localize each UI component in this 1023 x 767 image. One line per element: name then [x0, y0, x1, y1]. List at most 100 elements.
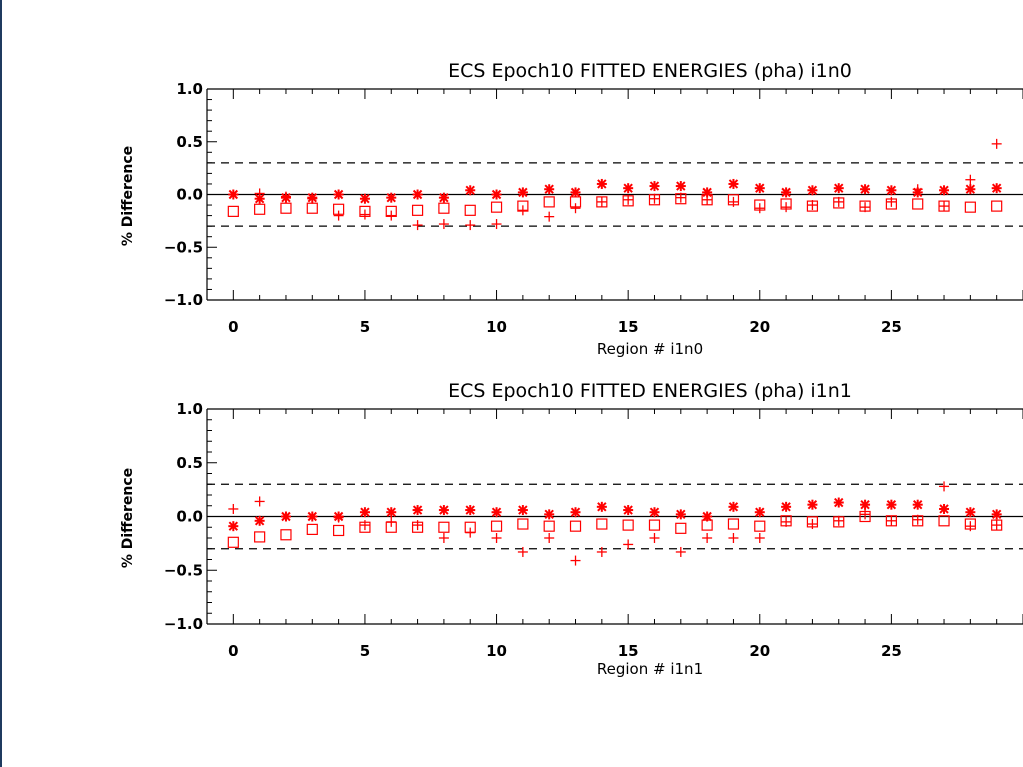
chart-2-point-plus — [465, 527, 476, 538]
chart-1-ytick-label: 0.5 — [176, 133, 203, 151]
chart-1-point-plus — [544, 211, 555, 222]
chart-2-point-asterisk — [833, 497, 844, 508]
chart-2-point-square — [596, 518, 608, 530]
chart-2-title: ECS Epoch10 FITTED ENERGIES (pha) i1n1 — [448, 380, 852, 402]
ast-d2 — [939, 504, 949, 514]
chart-2-point-square — [543, 520, 555, 532]
chart-2-xtick-label: 10 — [486, 642, 507, 660]
chart-2-xtick-label: 15 — [618, 642, 639, 660]
chart-2-point-asterisk — [465, 505, 476, 516]
ast-d2 — [465, 185, 475, 195]
ast-d2 — [939, 185, 949, 195]
chart-1-point-asterisk — [333, 189, 344, 200]
ast-d2 — [755, 507, 765, 517]
chart-1-ticks: −1.0 −0.5 0.0 0.5 1.0 0 5 10 15 20 25 — [164, 80, 1023, 336]
chart-2-ytick-label: 1.0 — [176, 400, 203, 418]
chart-1-point-asterisk — [359, 193, 370, 204]
chart-2-point-plus — [781, 516, 792, 527]
chart-2-xtick-label: 0 — [228, 642, 238, 660]
chart-1-point-asterisk — [807, 185, 818, 196]
chart-1-point-asterisk — [254, 193, 265, 204]
chart-2-point-asterisk — [517, 505, 528, 516]
chart-1-point-plus — [860, 202, 871, 213]
chart-2-point-square — [754, 520, 766, 532]
chart-1-point-square — [411, 204, 424, 216]
chart-2-point-plus — [886, 515, 897, 526]
chart-2-point-plus — [254, 496, 265, 507]
chart-1-point-asterisk — [965, 184, 976, 195]
chart-2-point-square — [254, 531, 266, 543]
ast-d2 — [991, 509, 1002, 520]
ast-d2 — [544, 509, 554, 520]
ast-d2 — [913, 499, 923, 510]
chart-1-point-plus — [702, 194, 713, 205]
chart-2-point-plus — [675, 546, 686, 557]
chart-2-point-plus — [991, 520, 1002, 531]
ast-d2 — [570, 507, 581, 517]
ast-d2 — [649, 181, 660, 191]
chart-1-point-plus — [728, 196, 739, 207]
chart-1-point-asterisk — [991, 183, 1002, 194]
chart-2-point-square — [648, 519, 661, 531]
ast-d2 — [728, 179, 739, 189]
ast-d2 — [386, 507, 396, 517]
chart-1-point-asterisk — [781, 187, 792, 198]
chart-2-point-asterisk — [860, 499, 871, 510]
chart-2-point-plus — [860, 509, 871, 520]
chart-1-point-asterisk — [649, 181, 660, 192]
chart-1-point-asterisk — [939, 185, 950, 196]
chart-1-point-square — [254, 203, 266, 215]
chart-1-xtick-label: 5 — [360, 318, 370, 336]
chart-1-point-plus — [675, 192, 686, 203]
ast-d2 — [360, 194, 370, 204]
ast-d2 — [333, 189, 344, 200]
chart-2-xlabel: Region # i1n1 — [597, 660, 703, 678]
chart-1-point-asterisk — [491, 189, 502, 200]
chart-1-reference-lines — [207, 162, 1023, 227]
chart-2-point-asterisk — [254, 515, 265, 526]
chart-1-point-asterisk — [412, 189, 423, 200]
chart-2-point-asterisk — [649, 507, 660, 518]
chart-2-point-plus — [939, 481, 950, 492]
ast-d2 — [465, 505, 475, 515]
ast-d2 — [860, 499, 870, 510]
chart-1-ytick-label: −0.5 — [164, 238, 203, 256]
ast-d2 — [518, 187, 528, 198]
ast-d2 — [228, 521, 239, 531]
chart-1-point-asterisk — [886, 185, 897, 196]
chart-2-point-asterisk — [912, 499, 923, 510]
chart-2-point-plus — [280, 511, 291, 522]
ast-d2 — [807, 185, 818, 195]
chart-2-point-plus — [307, 511, 318, 522]
ast-d2 — [676, 181, 686, 191]
ast-d2 — [623, 505, 633, 515]
chart-1-point-asterisk — [833, 183, 844, 194]
chart-2-point-square — [701, 519, 713, 531]
ast-d2 — [360, 507, 370, 517]
ast-d2 — [834, 183, 844, 193]
chart-1-point-plus — [254, 188, 265, 199]
chart-1-point-plus — [991, 138, 1002, 149]
chart-2-ticks: −1.0 −0.5 0.0 0.5 1.0 0 5 10 15 20 25 — [164, 400, 1023, 660]
ast-d2 — [570, 187, 581, 198]
chart-2-xtick-label: 25 — [881, 642, 902, 660]
ast-d2 — [623, 183, 633, 193]
chart-2-point-asterisk — [886, 499, 897, 510]
chart-1-point-plus — [623, 194, 634, 205]
chart-1-marks — [227, 138, 1003, 231]
chart-2-point-asterisk — [754, 507, 765, 518]
chart-2-point-asterisk — [807, 499, 818, 510]
chart-2-point-asterisk — [412, 505, 423, 516]
window-border — [0, 0, 2, 767]
ast-d2 — [597, 179, 607, 189]
chart-1-point-plus — [359, 209, 370, 220]
chart-2-point-plus — [517, 546, 528, 557]
chart-1-point-plus — [833, 196, 844, 207]
chart-1-point-plus — [386, 210, 397, 221]
chart-1-point-plus — [307, 193, 318, 204]
ast-d2 — [439, 505, 449, 515]
chart-2-point-square — [227, 536, 239, 548]
ast-d2 — [860, 184, 870, 194]
chart-2-point-plus — [912, 514, 923, 525]
